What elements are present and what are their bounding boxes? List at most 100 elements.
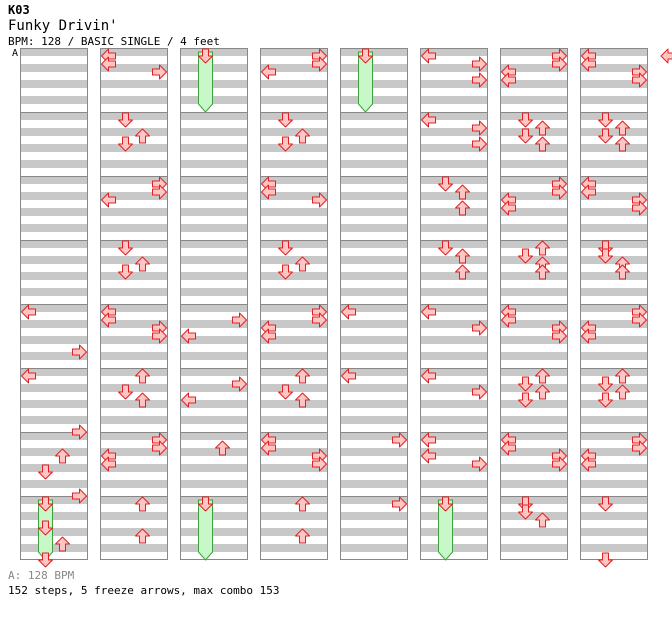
beat-stripe (260, 304, 328, 312)
step-arrow-up (295, 496, 310, 512)
step-arrow-left (101, 312, 116, 328)
beat-stripe (500, 160, 568, 168)
beat-stripe (180, 368, 248, 376)
column-border (340, 48, 408, 560)
beat-stripe (180, 144, 248, 152)
step-arrow-down (518, 112, 533, 128)
step-arrow-right (472, 72, 487, 88)
beat-stripe (20, 528, 88, 536)
freeze-arrow-head (358, 48, 373, 64)
beat-stripe (100, 192, 168, 200)
beat-stripe (420, 368, 488, 376)
beat-stripe (580, 368, 648, 376)
beat-stripe (500, 320, 568, 328)
step-arrow-left (181, 328, 196, 344)
beat-stripe (20, 336, 88, 344)
beat-stripe (420, 464, 488, 472)
beat-stripe (340, 368, 408, 376)
beat-stripe (500, 448, 568, 456)
beat-stripe (20, 80, 88, 88)
beat-stripe (180, 288, 248, 296)
chart-code: K03 (8, 3, 30, 17)
beat-stripe (580, 256, 648, 264)
step-arrow-right (312, 192, 327, 208)
step-arrow-down (118, 240, 133, 256)
step-arrow-up (135, 368, 150, 384)
beat-stripe (420, 160, 488, 168)
beat-stripe (420, 240, 488, 248)
beat-stripe (20, 544, 88, 552)
step-arrow-left (261, 64, 276, 80)
beat-stripe (580, 288, 648, 296)
step-arrow-left (501, 200, 516, 216)
beat-stripe (580, 112, 648, 120)
beat-stripe (100, 544, 168, 552)
beat-stripe (500, 80, 568, 88)
step-arrow-right (552, 184, 567, 200)
step-arrow-up (615, 384, 630, 400)
beat-stripe (580, 480, 648, 488)
beat-stripe (180, 400, 248, 408)
beat-stripe (180, 64, 248, 72)
step-arrow-up (615, 264, 630, 280)
beat-stripe (100, 176, 168, 184)
beat-stripe (500, 144, 568, 152)
beat-stripe (100, 368, 168, 376)
beat-stripe (340, 288, 408, 296)
beat-stripe (500, 512, 568, 520)
freeze-arrow-body (438, 499, 453, 561)
beat-stripe (500, 400, 568, 408)
freeze-arrow-body (198, 51, 213, 113)
beat-stripe (340, 480, 408, 488)
beat-stripe (180, 160, 248, 168)
step-arrow-down (38, 520, 53, 536)
step-arrow-up (615, 368, 630, 384)
beat-stripe (180, 480, 248, 488)
step-arrow-up (295, 368, 310, 384)
step-arrow-right (152, 64, 167, 80)
beat-stripe (420, 288, 488, 296)
beat-stripe (580, 544, 648, 552)
beat-stripe (100, 96, 168, 104)
beat-stripe (180, 352, 248, 360)
step-arrow-right (312, 456, 327, 472)
beat-stripe (420, 480, 488, 488)
beat-stripe (260, 416, 328, 424)
step-arrow-up (135, 256, 150, 272)
step-arrow-right (232, 312, 247, 328)
beat-stripe (260, 496, 328, 504)
step-arrow-right (312, 56, 327, 72)
beat-stripe (20, 464, 88, 472)
step-arrow-up (535, 512, 550, 528)
column-border (580, 48, 648, 560)
beat-stripe (260, 128, 328, 136)
beat-stripe (500, 336, 568, 344)
beat-stripe (180, 208, 248, 216)
step-arrow-left (21, 368, 36, 384)
beat-stripe (340, 272, 408, 280)
step-arrow-down (598, 128, 613, 144)
beat-stripe (180, 256, 248, 264)
beat-stripe (260, 480, 328, 488)
beat-stripe (420, 48, 488, 56)
step-arrow-up (615, 136, 630, 152)
beat-stripe (100, 48, 168, 56)
beat-stripe (20, 304, 88, 312)
step-arrow-left (181, 392, 196, 408)
step-arrow-right (552, 456, 567, 472)
chart-info: BPM: 128 / BASIC SINGLE / 4 feet (8, 35, 220, 48)
step-arrow-up (295, 128, 310, 144)
beat-stripe (500, 496, 568, 504)
beat-stripe (420, 80, 488, 88)
step-arrow-right (472, 136, 487, 152)
beat-stripe (340, 544, 408, 552)
beat-stripe (580, 240, 648, 248)
beat-stripe (580, 160, 648, 168)
beat-stripe (260, 384, 328, 392)
beat-stripe (20, 128, 88, 136)
step-arrow-down (278, 136, 293, 152)
beat-stripe (20, 112, 88, 120)
beat-stripe (420, 448, 488, 456)
step-arrow-left (421, 112, 436, 128)
beat-stripe (100, 384, 168, 392)
